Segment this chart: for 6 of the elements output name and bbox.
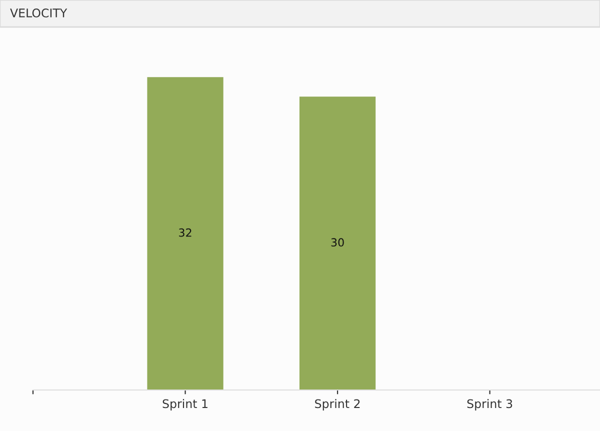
x-tick-label: Sprint 2 bbox=[315, 399, 360, 410]
x-tick-label: Sprint 1 bbox=[162, 399, 208, 410]
data-label: 30 bbox=[331, 238, 344, 247]
chart-title: VELOCITY bbox=[10, 8, 68, 18]
data-label: 32 bbox=[179, 228, 192, 237]
x-tick-label: Sprint 3 bbox=[467, 399, 512, 410]
